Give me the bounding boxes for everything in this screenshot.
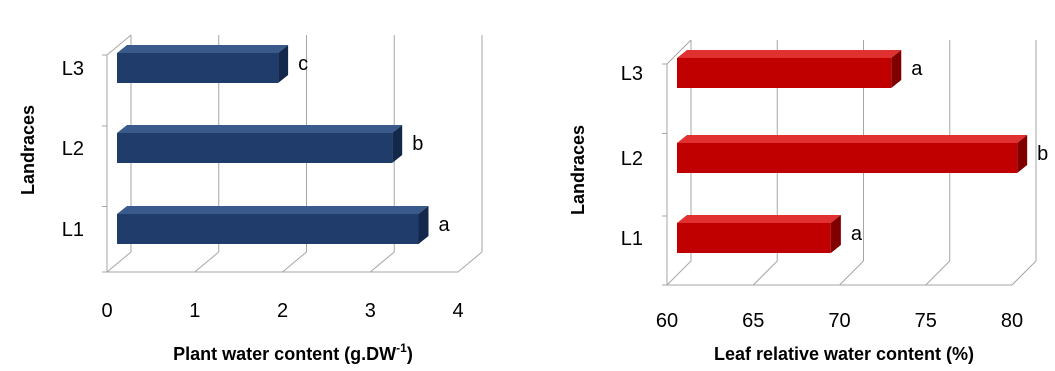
chart2-y-tick-label: L2 — [621, 148, 643, 170]
chart1-floor-gridline — [369, 251, 395, 273]
chart1-x-axis-title-main: Plant water content (g.DW — [173, 344, 396, 364]
chart1-bar-L1 — [117, 214, 419, 244]
chart2-bar-L1 — [677, 223, 831, 253]
chart1-bar-side-L1 — [418, 206, 429, 244]
chart2-data-label: b — [1037, 143, 1048, 165]
chart2-bar-side-L3 — [891, 50, 902, 88]
chart2-floor-gridline — [1011, 260, 1037, 286]
chart2-x-axis-title: Leaf relative water content (%) — [714, 344, 974, 364]
chart1-x-axis-title-sup: -1 — [396, 341, 407, 355]
chart1-y-axis-title: Landraces — [18, 105, 38, 195]
chart1-data-label: c — [298, 53, 308, 75]
chart1-x-axis-title-end: ) — [407, 344, 413, 364]
chart1-bar-L2 — [117, 133, 393, 163]
chart1-bar-top-L2 — [117, 125, 403, 133]
chart1-data-label: a — [439, 214, 451, 236]
chart2-bar-side-L1 — [830, 215, 841, 253]
chart2-x-tick-label: 70 — [828, 310, 850, 332]
chart2-floor-gridline — [925, 260, 951, 286]
chart2-bar-side-L2 — [1017, 135, 1028, 173]
chart2-x-tick-label: 65 — [742, 310, 764, 332]
chart2-x-tick-label: 60 — [656, 310, 678, 332]
chart2-data-label: a — [851, 223, 863, 245]
chart2-floor-gridline — [666, 260, 692, 286]
chart2-bar-top-L3 — [677, 50, 902, 58]
chart1-bar-side-L3 — [278, 45, 289, 83]
chart2-bar-top-L2 — [677, 135, 1028, 143]
chart1-bar-top-L3 — [117, 45, 289, 53]
chart1-x-tick-label: 2 — [277, 300, 288, 322]
chart2-bar-L2 — [677, 143, 1018, 173]
chart2-x-tick-label: 80 — [1001, 310, 1023, 332]
chart2-floor-gridline — [839, 260, 864, 286]
chart1-y-tick-label: L2 — [62, 138, 84, 160]
chart1-x-axis-title: Plant water content (g.DW-1) — [173, 341, 413, 364]
chart1-x-tick-label: 3 — [365, 300, 376, 322]
chart1-bar-top-L1 — [117, 206, 429, 214]
chart1-plot: 0 1 2 3 4 L1 a L2 b L3 c — [62, 34, 483, 322]
chart1-x-tick-label: 4 — [452, 300, 463, 322]
chart1-floor-gridline — [457, 251, 483, 273]
chart1-y-tick-label: L3 — [62, 58, 84, 80]
chart2-y-axis-title: Landraces — [568, 125, 588, 215]
chart1-floor-gridline — [282, 251, 307, 273]
chart2-side-wall-top — [666, 39, 692, 65]
chart2-y-tick-label: L3 — [621, 63, 643, 85]
chart2-x-tick-label: 75 — [915, 310, 937, 332]
chart2-plot: 60 65 70 75 80 L1 a L2 b L3 a — [621, 39, 1048, 332]
chart1-bar-L3 — [117, 53, 279, 83]
chart2-floor-gridline — [752, 260, 778, 286]
chart1-side-wall-top — [106, 34, 132, 56]
chart1-floor-gridline — [106, 251, 132, 273]
chart1-data-label: b — [412, 133, 423, 155]
chart2-y-tick-label: L1 — [621, 228, 643, 250]
chart2-bar-top-L1 — [677, 215, 841, 223]
chart1-y-tick-label: L1 — [62, 219, 84, 241]
chart1-bar-side-L2 — [392, 125, 403, 163]
chart1-x-tick-label: 0 — [101, 300, 112, 322]
chart1-floor-gridline — [194, 251, 220, 273]
chart1-x-tick-label: 1 — [189, 300, 200, 322]
chart2-bar-L3 — [677, 58, 892, 88]
chart2-data-label: a — [911, 58, 923, 80]
